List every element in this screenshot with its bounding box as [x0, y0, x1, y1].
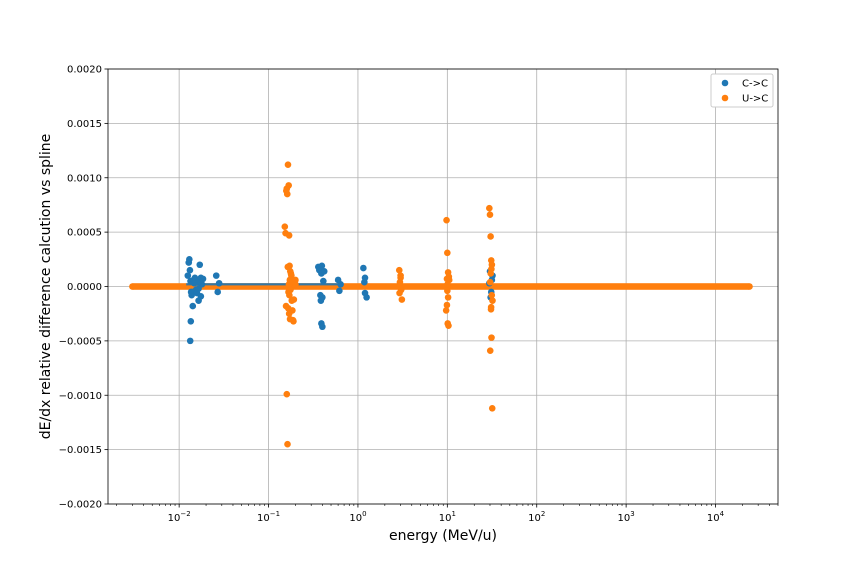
point-c-c [212, 272, 220, 279]
point-u-c [287, 286, 294, 294]
y-tick-label: 0.0020 [67, 65, 102, 76]
point-u-c [488, 334, 495, 341]
point-u-c [282, 302, 290, 310]
x-tick-label: 100 [349, 510, 366, 524]
y-tick-label: 0.0010 [67, 173, 102, 184]
point-c-c [214, 288, 222, 296]
point-u-c [292, 281, 299, 288]
y-axis-label: dE/dx relative difference calcution vs s… [38, 134, 54, 440]
point-u-c [486, 204, 493, 212]
point-u-c [396, 278, 404, 286]
point-u-c [444, 287, 451, 295]
legend-marker-c-c [721, 79, 729, 87]
point-u-c [486, 278, 494, 286]
point-c-c [186, 256, 193, 263]
point-c-c [196, 261, 204, 269]
x-axis: 10−2 10−1 100 101 102 103 104 [116, 504, 779, 524]
point-u-c [444, 249, 451, 257]
dense-band-end [746, 283, 753, 290]
point-u-c [444, 294, 452, 301]
point-c-c [361, 278, 368, 286]
point-c-c [197, 274, 205, 282]
point-u-c [285, 232, 293, 239]
dense-band-end [129, 283, 136, 290]
point-u-c [488, 405, 496, 412]
point-u-c [284, 161, 292, 168]
point-u-c [443, 301, 451, 309]
point-c-c [191, 279, 198, 287]
point-c-c [337, 281, 344, 288]
point-c-c [195, 285, 202, 292]
point-c-c [320, 267, 328, 275]
point-u-c [283, 390, 291, 398]
point-c-c [187, 318, 195, 325]
point-u-c [398, 296, 406, 303]
point-u-c [285, 182, 292, 189]
point-u-c [286, 315, 294, 323]
point-u-c [285, 310, 293, 317]
point-u-c [395, 266, 403, 274]
point-u-c [486, 211, 494, 219]
point-c-c [184, 272, 192, 279]
y-tick-label: 0.0000 [67, 282, 102, 293]
point-u-c [290, 296, 298, 303]
y-tick-label: 0.0005 [67, 228, 102, 239]
point-c-c [361, 289, 369, 297]
point-u-c [443, 275, 451, 283]
point-u-c [286, 291, 293, 299]
point-c-c [336, 287, 343, 295]
x-tick-label: 102 [528, 510, 545, 524]
point-u-c [487, 233, 494, 240]
point-u-c [443, 216, 450, 224]
point-c-c [320, 277, 327, 285]
dense-band [129, 283, 753, 290]
legend: C->C U->C [710, 73, 774, 108]
legend-label-c-c: C->C [742, 79, 768, 90]
y-axis: −0.0020 −0.0015 −0.0010 −0.0005 0.0000 0.0005… [59, 65, 108, 511]
dense-band-u-c [132, 283, 750, 290]
data-points [184, 161, 496, 448]
point-u-c [444, 281, 451, 288]
dense-band-c-c [186, 283, 339, 286]
x-tick-label: 10−2 [168, 510, 191, 524]
point-c-c [215, 279, 223, 287]
y-tick-label: −0.0005 [59, 336, 102, 347]
x-tick-label: 103 [618, 510, 635, 524]
point-c-c [186, 266, 194, 274]
y-tick-label: −0.0020 [59, 500, 102, 511]
point-c-c [317, 297, 325, 304]
point-u-c [488, 291, 496, 299]
point-u-c [281, 223, 289, 230]
point-c-c [189, 302, 197, 310]
point-u-c [442, 307, 450, 314]
legend-label-u-c: U->C [742, 94, 768, 105]
point-u-c [283, 190, 291, 198]
point-c-c [360, 264, 367, 272]
legend-marker-u-c [721, 94, 729, 102]
point-u-c [396, 289, 403, 297]
point-u-c [487, 303, 495, 311]
point-u-c [445, 322, 452, 329]
point-u-c [284, 440, 291, 448]
point-u-c [397, 272, 404, 279]
point-u-c [489, 297, 496, 304]
x-axis-label: energy (MeV/u) [389, 528, 497, 544]
x-tick-label: 104 [707, 510, 725, 524]
point-c-c [186, 337, 194, 345]
point-u-c [488, 265, 495, 273]
x-tick-label: 101 [439, 510, 456, 524]
point-c-c [318, 262, 326, 270]
y-tick-label: −0.0010 [59, 391, 102, 402]
y-tick-label: −0.0015 [59, 445, 102, 456]
point-u-c [284, 263, 292, 271]
point-c-c [319, 323, 326, 331]
y-tick-label: 0.0015 [67, 119, 102, 130]
point-u-c [486, 347, 494, 354]
x-tick-label: 10−1 [257, 510, 280, 524]
